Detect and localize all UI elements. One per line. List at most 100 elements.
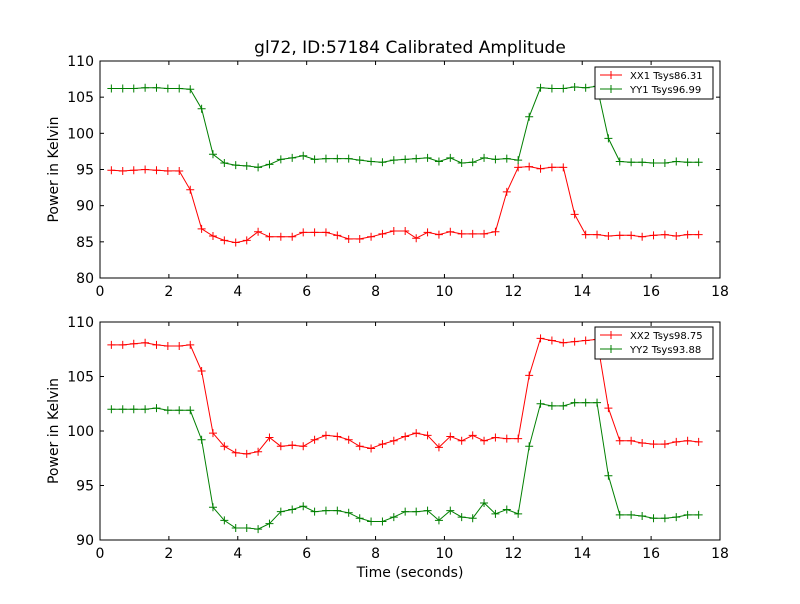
- series-2: [107, 82, 703, 172]
- data-point: [401, 226, 410, 235]
- data-point: [254, 447, 263, 456]
- x-tick-label: 4: [233, 546, 242, 562]
- data-point: [672, 437, 681, 446]
- data-point: [683, 230, 692, 239]
- data-point: [163, 84, 172, 93]
- data-point: [514, 434, 523, 443]
- data-point: [231, 524, 240, 533]
- data-point: [333, 506, 342, 515]
- data-point: [276, 155, 285, 164]
- data-point: [536, 399, 545, 408]
- data-point: [242, 161, 251, 170]
- data-point: [491, 227, 500, 236]
- data-point: [559, 163, 568, 172]
- data-point: [423, 153, 432, 162]
- data-point: [683, 158, 692, 167]
- data-point: [276, 232, 285, 241]
- data-point: [129, 339, 138, 348]
- data-point: [536, 334, 545, 343]
- data-point: [107, 340, 116, 349]
- data-point: [118, 166, 127, 175]
- data-point: [683, 510, 692, 519]
- data-point: [299, 151, 308, 160]
- x-tick-label: 12: [504, 546, 522, 562]
- data-point: [242, 236, 251, 245]
- x-tick-label: 0: [96, 546, 105, 562]
- data-point: [389, 156, 398, 165]
- data-point: [175, 341, 184, 350]
- data-point: [559, 84, 568, 93]
- data-point: [581, 398, 590, 407]
- data-point: [401, 432, 410, 441]
- data-point: [401, 155, 410, 164]
- data-point: [491, 509, 500, 518]
- data-point: [152, 83, 161, 92]
- x-axis-label: Time (seconds): [356, 565, 464, 581]
- data-point: [310, 228, 319, 237]
- legend-marker: [607, 331, 615, 339]
- data-point: [525, 442, 534, 451]
- y-tick-label: 100: [67, 126, 94, 142]
- data-point: [672, 513, 681, 522]
- data-point: [231, 448, 240, 457]
- y-tick-label: 110: [67, 54, 94, 70]
- data-point: [412, 234, 421, 243]
- data-point: [672, 232, 681, 241]
- data-point: [333, 231, 342, 240]
- data-point: [299, 228, 308, 237]
- data-point: [547, 163, 556, 172]
- data-point: [220, 236, 229, 245]
- data-point: [152, 340, 161, 349]
- data-point: [254, 227, 263, 236]
- data-point: [457, 436, 466, 445]
- data-point: [344, 435, 353, 444]
- data-point: [107, 84, 116, 93]
- legend: XX1 Tsys86.31 YY1 Tsys96.99: [594, 66, 714, 100]
- data-point: [389, 513, 398, 522]
- data-point: [197, 367, 206, 376]
- data-point: [129, 405, 138, 414]
- data-point: [378, 158, 387, 167]
- data-point: [265, 519, 274, 528]
- data-point: [660, 514, 669, 523]
- data-point: [502, 187, 511, 196]
- data-point: [186, 185, 195, 194]
- data-point: [468, 229, 477, 238]
- x-tick-label: 2: [164, 546, 173, 562]
- data-point: [321, 431, 330, 440]
- data-point: [321, 154, 330, 163]
- data-point: [344, 508, 353, 517]
- data-point: [367, 157, 376, 166]
- data-point: [208, 232, 217, 241]
- data-point: [593, 398, 602, 407]
- data-point: [141, 338, 150, 347]
- x-tick-label: 18: [711, 546, 729, 562]
- data-point: [446, 227, 455, 236]
- data-point: [197, 104, 206, 113]
- data-point: [660, 158, 669, 167]
- data-point: [344, 234, 353, 243]
- data-point: [186, 340, 195, 349]
- data-point: [480, 498, 489, 507]
- x-tick-label: 16: [642, 284, 660, 300]
- data-point: [672, 157, 681, 166]
- data-point: [604, 232, 613, 241]
- data-point: [175, 406, 184, 415]
- data-point: [536, 83, 545, 92]
- data-point: [367, 444, 376, 453]
- data-point: [220, 442, 229, 451]
- data-point: [186, 406, 195, 415]
- data-point: [389, 436, 398, 445]
- y-tick-label: 100: [67, 424, 94, 440]
- data-point: [525, 162, 534, 171]
- legend-entry: YY2 Tsys93.88: [629, 345, 701, 356]
- data-point: [480, 229, 489, 238]
- data-point: [197, 435, 206, 444]
- data-point: [627, 158, 636, 167]
- x-tick-label: 6: [302, 284, 311, 300]
- chart-title: gl72, ID:57184 Calibrated Amplitude: [254, 38, 566, 58]
- panel-2: 0 2 4 6 8 10 12 14 16 18 90 95 100 105 110 Power in Kel…: [46, 315, 729, 581]
- data-point: [604, 471, 613, 480]
- y-tick-label: 105: [67, 90, 94, 106]
